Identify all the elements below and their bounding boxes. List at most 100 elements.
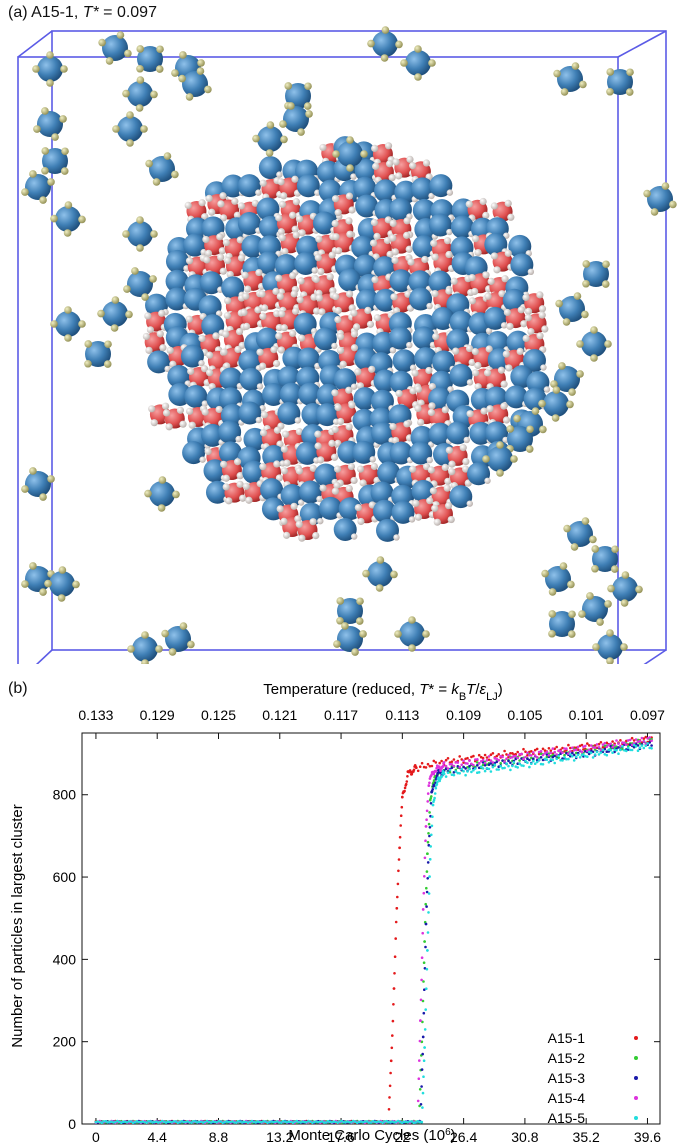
data-point-A15-4 — [426, 792, 430, 795]
data-point-A15-4 — [607, 743, 610, 747]
data-point-A15-5 — [180, 1120, 183, 1123]
data-point-A15-1 — [460, 758, 464, 761]
data-point-A15-5 — [431, 815, 434, 818]
data-point-A15-1 — [489, 753, 493, 756]
data-point-A15-4 — [426, 800, 430, 803]
data-point-A15-1 — [399, 824, 403, 827]
data-point-A15-5 — [563, 755, 566, 759]
data-point-A15-5 — [423, 1046, 426, 1049]
data-point-A15-4 — [421, 908, 425, 911]
data-point-A15-5 — [344, 1121, 347, 1124]
data-point-A15-5 — [192, 1120, 195, 1123]
data-point-A15-5 — [421, 1106, 424, 1109]
data-point-A15-1 — [530, 750, 533, 753]
data-point-A15-3 — [468, 764, 471, 768]
y-tick-label: 600 — [53, 869, 77, 885]
crystal-blue-particle — [199, 271, 224, 295]
data-point-A15-4 — [423, 856, 427, 860]
data-point-A15-4 — [472, 763, 475, 767]
data-point-A15-5 — [426, 931, 430, 934]
data-point-A15-5 — [532, 759, 535, 763]
data-point-A15-5 — [352, 1119, 355, 1123]
crystal-blue-particle — [279, 382, 304, 406]
data-point-A15-5 — [462, 769, 465, 773]
data-point-A15-5 — [487, 767, 491, 771]
simulation-snapshot — [17, 26, 677, 664]
free-particle — [336, 597, 364, 625]
data-point-A15-5 — [430, 824, 434, 828]
data-point-A15-4 — [419, 1019, 422, 1022]
data-point-A15-4 — [503, 760, 506, 763]
data-point-A15-1 — [432, 759, 436, 763]
data-point-A15-5 — [609, 748, 612, 752]
data-point-A15-4 — [524, 755, 527, 759]
x-tick-label: 4.4 — [147, 1129, 167, 1144]
data-point-A15-3 — [569, 754, 572, 758]
data-point-A15-1 — [605, 741, 609, 745]
data-point-A15-3 — [526, 757, 529, 760]
data-point-A15-1 — [430, 764, 434, 768]
data-point-A15-1 — [412, 768, 416, 772]
data-point-A15-3 — [495, 760, 499, 764]
panel-a-label-prefix: (a) A15-1, — [8, 4, 83, 21]
data-point-A15-1 — [569, 746, 572, 750]
data-point-A15-1 — [396, 882, 400, 886]
data-point-A15-2 — [481, 763, 485, 767]
crystal-red-particle — [524, 311, 549, 336]
data-point-A15-3 — [426, 877, 430, 880]
crystal-blue-particle — [446, 421, 470, 445]
data-point-A15-5 — [125, 1121, 129, 1124]
data-point-A15-5 — [145, 1121, 148, 1124]
free-particle — [555, 292, 589, 326]
data-point-A15-4 — [419, 998, 423, 1002]
crystal-red-particle — [333, 462, 358, 487]
data-point-A15-1 — [576, 748, 580, 751]
data-point-A15-2 — [615, 745, 618, 748]
data-point-A15-5 — [371, 1120, 375, 1123]
data-point-A15-5 — [569, 753, 572, 756]
top-axis-title-part: * = — [428, 681, 451, 698]
data-point-A15-3 — [626, 748, 630, 751]
data-point-A15-1 — [491, 752, 495, 755]
crystal-red-particle — [315, 232, 339, 257]
data-point-A15-3 — [514, 757, 517, 761]
free-particle — [606, 68, 634, 96]
data-point-A15-2 — [430, 795, 433, 798]
data-point-A15-1 — [396, 895, 399, 899]
data-point-A15-5 — [509, 768, 512, 772]
data-point-A15-4 — [514, 754, 517, 758]
crystal-red-particle — [275, 271, 299, 296]
data-point-A15-4 — [572, 748, 576, 752]
data-point-A15-5 — [436, 780, 439, 784]
data-point-A15-1 — [509, 752, 512, 755]
legend-swatch — [634, 1076, 638, 1080]
data-point-A15-1 — [452, 758, 456, 761]
data-point-A15-3 — [501, 759, 504, 762]
data-point-A15-1 — [561, 746, 564, 750]
data-point-A15-5 — [524, 759, 527, 763]
free-particle — [643, 182, 677, 216]
data-point-A15-5 — [277, 1121, 281, 1124]
data-point-A15-4 — [468, 759, 471, 762]
data-point-A15-4 — [535, 756, 539, 759]
free-particle — [136, 45, 164, 73]
crystal-cluster — [142, 136, 551, 542]
crystal-red-particle — [295, 518, 320, 542]
data-point-A15-1 — [587, 744, 591, 747]
data-point-A15-2 — [426, 840, 430, 844]
crystal-red-particle — [389, 420, 414, 445]
crystal-blue-particle — [333, 368, 358, 392]
data-point-A15-3 — [605, 750, 609, 753]
data-point-A15-4 — [549, 751, 553, 755]
legend: A15-1 A15-2 A15-3 A15-4 A15-5 — [548, 1030, 638, 1126]
data-point-A15-5 — [628, 748, 632, 752]
data-point-A15-5 — [489, 770, 493, 773]
data-point-A15-5 — [464, 773, 467, 777]
crystal-red-particle — [202, 233, 226, 257]
data-point-A15-4 — [491, 761, 495, 764]
data-point-A15-5 — [235, 1121, 238, 1124]
data-point-A15-4 — [450, 763, 454, 766]
data-point-A15-1 — [522, 747, 525, 751]
data-point-A15-1 — [397, 869, 400, 873]
data-point-A15-5 — [303, 1120, 306, 1124]
